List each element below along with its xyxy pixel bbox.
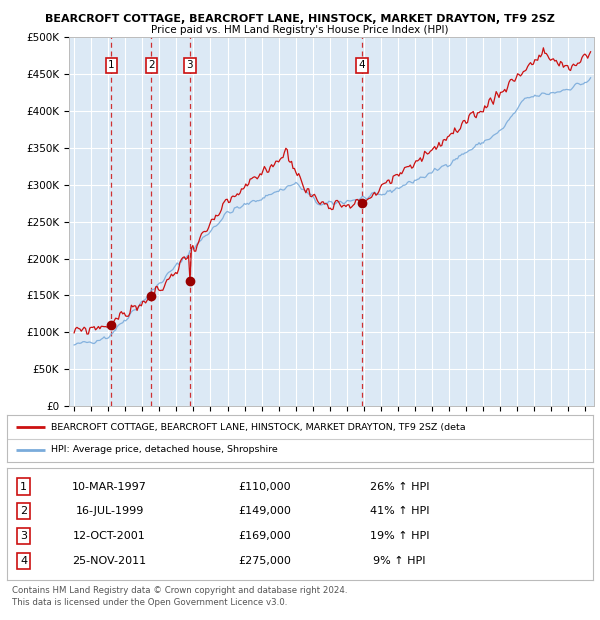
Text: 26% ↑ HPI: 26% ↑ HPI xyxy=(370,482,430,492)
Text: 4: 4 xyxy=(20,556,27,566)
Text: HPI: Average price, detached house, Shropshire: HPI: Average price, detached house, Shro… xyxy=(51,445,278,454)
Text: BEARCROFT COTTAGE, BEARCROFT LANE, HINSTOCK, MARKET DRAYTON, TF9 2SZ: BEARCROFT COTTAGE, BEARCROFT LANE, HINST… xyxy=(45,14,555,24)
Text: 2: 2 xyxy=(20,506,27,516)
Text: 12-OCT-2001: 12-OCT-2001 xyxy=(73,531,146,541)
Text: 1: 1 xyxy=(20,482,27,492)
Text: £275,000: £275,000 xyxy=(238,556,292,566)
Text: 3: 3 xyxy=(187,60,193,70)
Text: £169,000: £169,000 xyxy=(238,531,291,541)
Text: 16-JUL-1999: 16-JUL-1999 xyxy=(76,506,144,516)
Text: 10-MAR-1997: 10-MAR-1997 xyxy=(72,482,147,492)
Text: 19% ↑ HPI: 19% ↑ HPI xyxy=(370,531,430,541)
Text: £110,000: £110,000 xyxy=(239,482,291,492)
Text: 1: 1 xyxy=(108,60,115,70)
Text: Price paid vs. HM Land Registry's House Price Index (HPI): Price paid vs. HM Land Registry's House … xyxy=(151,25,449,35)
Text: 9% ↑ HPI: 9% ↑ HPI xyxy=(373,556,426,566)
Text: This data is licensed under the Open Government Licence v3.0.: This data is licensed under the Open Gov… xyxy=(12,598,287,608)
Text: 2: 2 xyxy=(148,60,155,70)
Text: Contains HM Land Registry data © Crown copyright and database right 2024.: Contains HM Land Registry data © Crown c… xyxy=(12,586,347,595)
Text: 3: 3 xyxy=(20,531,27,541)
Text: BEARCROFT COTTAGE, BEARCROFT LANE, HINSTOCK, MARKET DRAYTON, TF9 2SZ (deta: BEARCROFT COTTAGE, BEARCROFT LANE, HINST… xyxy=(51,423,466,432)
Text: £149,000: £149,000 xyxy=(238,506,292,516)
Text: 25-NOV-2011: 25-NOV-2011 xyxy=(73,556,147,566)
Text: 41% ↑ HPI: 41% ↑ HPI xyxy=(370,506,430,516)
Text: 4: 4 xyxy=(359,60,365,70)
